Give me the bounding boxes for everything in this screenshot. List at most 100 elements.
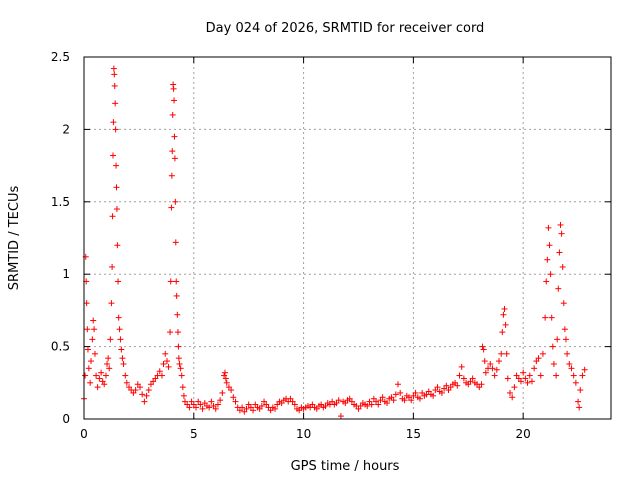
data-point [553, 372, 560, 379]
data-point [401, 397, 408, 404]
data-point [174, 329, 181, 336]
data-point [478, 381, 485, 388]
data-point [93, 372, 100, 379]
data-point [479, 343, 486, 350]
data-point [84, 326, 91, 333]
data-point [89, 336, 96, 343]
data-point [395, 381, 402, 388]
data-point [506, 389, 513, 396]
data-point [550, 360, 557, 367]
data-point [132, 387, 139, 394]
data-point [83, 300, 90, 307]
grid-layer [84, 57, 611, 419]
data-point [572, 379, 579, 386]
data-point [560, 300, 567, 307]
data-point [85, 365, 92, 372]
data-point [217, 397, 224, 404]
data-point [392, 391, 399, 398]
data-point [559, 263, 566, 270]
x-tick-label: 20 [516, 427, 531, 441]
data-point [503, 350, 510, 357]
data-point [581, 366, 588, 373]
data-point [94, 384, 101, 391]
data-point [120, 360, 127, 367]
data-point [368, 401, 375, 408]
data-point [91, 350, 98, 357]
data-point [222, 375, 229, 382]
data-point [123, 379, 130, 386]
data-point [119, 355, 126, 362]
x-tick-label: 15 [406, 427, 421, 441]
data-point [105, 355, 112, 362]
data-point [174, 311, 181, 318]
data-point [173, 292, 180, 299]
data-point [168, 172, 175, 179]
data-point [337, 413, 344, 420]
data-point [110, 119, 117, 126]
y-tick-label: 1.5 [51, 195, 70, 209]
data-point [555, 285, 562, 292]
data-point [517, 378, 524, 385]
data-point [499, 329, 506, 336]
data-point [118, 346, 125, 353]
data-point [496, 358, 503, 365]
data-point [111, 82, 118, 89]
data-point [219, 389, 226, 396]
data-point [175, 355, 182, 362]
data-point [384, 400, 391, 407]
data-point [143, 392, 150, 399]
data-point [199, 405, 206, 412]
data-point [239, 404, 246, 411]
data-point [106, 365, 113, 372]
chart-title: Day 024 of 2026, SRMTID for receiver cor… [206, 21, 485, 36]
data-point [115, 314, 122, 321]
data-point [390, 397, 397, 404]
data-point [122, 372, 129, 379]
data-point [223, 379, 230, 386]
data-point [109, 213, 116, 220]
data-point [114, 242, 121, 249]
data-point [112, 100, 119, 107]
data-point [566, 360, 573, 367]
data-point [364, 402, 371, 409]
data-point [575, 398, 582, 405]
data-point [178, 372, 185, 379]
data-point [576, 404, 583, 411]
data-point [165, 363, 172, 370]
data-point [113, 184, 120, 191]
data-point [549, 343, 556, 350]
data-point [171, 97, 178, 104]
data-point [113, 162, 120, 169]
y-tick-label: 0 [62, 412, 70, 426]
data-point [169, 148, 176, 155]
x-tick-label: 0 [80, 427, 88, 441]
data-point [208, 398, 215, 405]
data-point [456, 372, 463, 379]
data-point [258, 402, 265, 409]
data-point [104, 360, 111, 367]
x-axis-title: GPS time / hours [291, 459, 400, 474]
data-point [481, 358, 488, 365]
data-point [543, 278, 550, 285]
data-point [167, 329, 174, 336]
data-point [87, 379, 94, 386]
data-point [272, 405, 279, 412]
data-point [84, 346, 91, 353]
data-point [531, 365, 538, 372]
data-point [577, 387, 584, 394]
x-tick-label: 5 [190, 427, 198, 441]
data-point [539, 350, 546, 357]
data-point [99, 378, 106, 385]
x-tick-label: 10 [296, 427, 311, 441]
data-point [173, 278, 180, 285]
data-point [243, 405, 250, 412]
data-point [547, 271, 554, 278]
data-point [430, 392, 437, 399]
data-point [412, 389, 419, 396]
data-point [168, 204, 175, 211]
data-point [88, 358, 95, 365]
y-tick-label: 1 [62, 267, 70, 281]
data-point [545, 224, 552, 231]
